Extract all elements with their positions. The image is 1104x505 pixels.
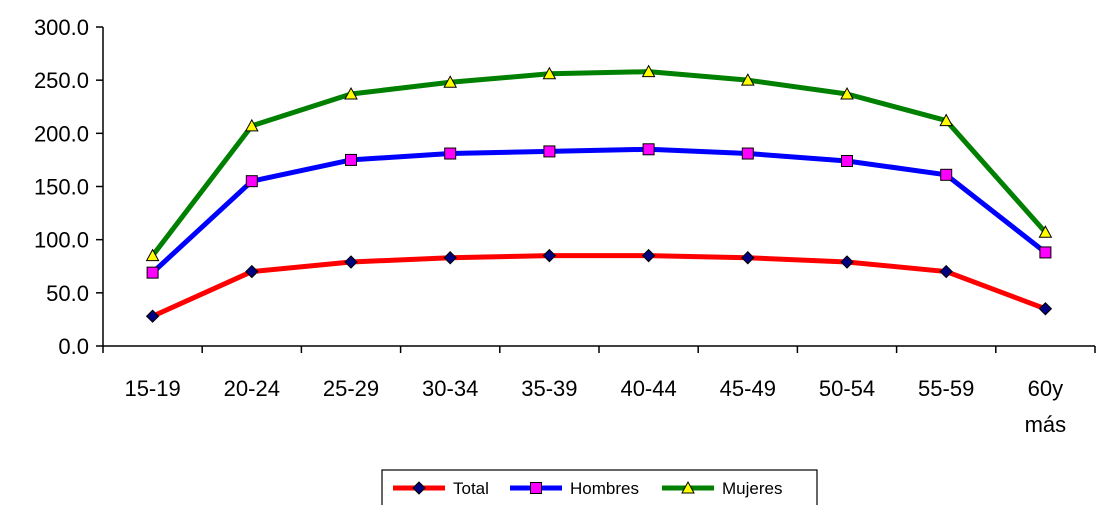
x-tick-label: 20-24	[224, 376, 280, 401]
x-tick-label: 15-19	[124, 376, 180, 401]
data-point-hombres	[345, 153, 357, 166]
data-point-hombres	[841, 154, 853, 167]
data-point-total	[840, 255, 854, 269]
series-line-mujeres	[150, 69, 1048, 258]
data-point-total	[443, 251, 457, 265]
legend-label-hombres: Hombres	[570, 479, 639, 498]
legend-label-total: Total	[453, 479, 489, 498]
y-tick-label: 150.0	[34, 175, 89, 200]
data-point-hombres	[1039, 246, 1052, 259]
legend-marker-hombres	[530, 482, 542, 494]
data-point-total	[1038, 302, 1053, 316]
y-tick-label: 0.0	[58, 334, 89, 359]
legend-box	[381, 469, 818, 505]
legend-marker-mujeres	[681, 480, 695, 494]
x-tick-label: 50-54	[819, 376, 875, 401]
data-point-mujeres	[740, 73, 755, 86]
x-tick-label: 40-44	[620, 376, 676, 401]
data-point-hombres	[444, 147, 457, 160]
data-point-hombres	[940, 168, 953, 181]
y-tick-label: 200.0	[34, 121, 89, 146]
series-line-hombres	[150, 146, 1047, 275]
data-point-mujeres	[641, 64, 656, 78]
data-point-mujeres	[344, 86, 358, 100]
x-tick-label: 55-59	[918, 376, 974, 401]
y-tick-label: 250.0	[34, 68, 89, 93]
y-tick-label: 50.0	[46, 281, 89, 306]
data-point-total	[245, 264, 259, 279]
data-point-mujeres	[542, 66, 557, 80]
data-point-hombres	[642, 143, 655, 156]
data-point-total	[939, 264, 953, 279]
x-tick-label: 30-34	[422, 376, 478, 401]
data-point-mujeres	[1038, 225, 1053, 238]
data-point-total	[344, 255, 358, 269]
data-point-mujeres	[840, 86, 854, 100]
data-point-total	[145, 309, 160, 323]
data-point-mujeres	[443, 75, 458, 88]
x-tick-label: 60y	[1028, 376, 1063, 401]
data-point-mujeres	[939, 113, 954, 127]
x-tick-label: más	[1025, 412, 1067, 437]
data-point-hombres	[741, 147, 754, 160]
data-point-total	[741, 251, 755, 265]
legend-label-mujeres: Mujeres	[722, 479, 782, 498]
data-point-total	[641, 248, 656, 263]
data-point-total	[542, 248, 557, 263]
data-point-mujeres	[145, 248, 160, 262]
y-tick-label: 100.0	[34, 228, 89, 253]
legend-marker-total	[412, 481, 426, 495]
x-tick-label: 45-49	[720, 376, 776, 401]
x-tick-label: 35-39	[521, 376, 577, 401]
data-point-hombres	[543, 145, 556, 158]
x-tick-label: 25-29	[323, 376, 379, 401]
data-point-hombres	[146, 266, 159, 279]
series-line-total	[151, 253, 1047, 319]
y-tick-label: 300.0	[34, 15, 89, 40]
data-point-hombres	[245, 175, 258, 188]
data-point-mujeres	[244, 118, 259, 132]
